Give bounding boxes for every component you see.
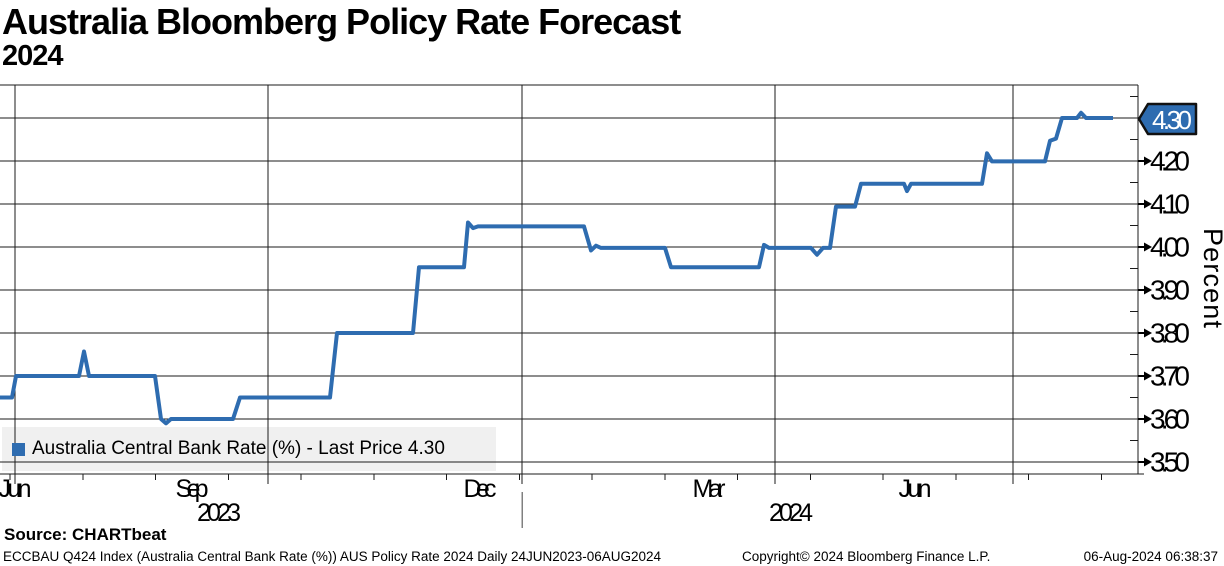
y-tick-arrowhead-icon — [1144, 371, 1152, 381]
y-tick-arrowhead-icon — [1144, 156, 1152, 166]
footnote-timestamp: 06-Aug-2024 06:38:37 — [1083, 549, 1218, 564]
y-axis-tick-label: 4.00 — [1150, 232, 1190, 263]
last-price-tag — [1137, 102, 1198, 136]
x-axis-month-label: Mar — [693, 475, 726, 503]
x-axis-month-label: Sep — [176, 475, 209, 503]
x-axis-year-label: 2024 — [769, 499, 813, 527]
y-tick-arrowhead-icon — [1144, 457, 1152, 467]
legend-label: Australia Central Bank Rate (%) - Last P… — [32, 438, 445, 459]
y-axis-tick-label: 4.10 — [1150, 189, 1190, 220]
last-price-tag-label: 4.30 — [1152, 105, 1192, 135]
source-line: Source: CHARTbeat — [4, 525, 167, 544]
y-axis-tick-label: 3.70 — [1150, 361, 1190, 392]
footnote-copyright: Copyright© 2024 Bloomberg Finance L.P. — [742, 549, 991, 564]
x-axis-month-label: Dec — [464, 475, 497, 503]
y-tick-arrowhead-icon — [1144, 242, 1152, 252]
y-tick-arrowhead-icon — [1144, 199, 1152, 209]
y-tick-arrowhead-icon — [1144, 285, 1152, 295]
y-axis-tick-label: 4.20 — [1150, 146, 1190, 177]
chart-subtitle: 2024 — [2, 40, 64, 72]
y-axis-tick-label: 3.60 — [1150, 404, 1190, 435]
y-axis-tick-label: 3.50 — [1150, 447, 1190, 478]
y-tick-arrowhead-icon — [1144, 328, 1152, 338]
rate-line — [0, 110, 1113, 426]
legend-background — [2, 427, 496, 471]
y-axis-tick-label: 3.80 — [1150, 318, 1190, 349]
x-axis-month-label: Jun — [0, 475, 32, 503]
legend-marker-icon — [12, 442, 25, 456]
x-axis-month-label: Jun — [899, 475, 932, 503]
chart-title: Australia Bloomberg Policy Rate Forecast — [2, 1, 681, 42]
footnote-index-description: ECCBAU Q424 Index (Australia Central Ban… — [3, 549, 662, 564]
x-axis-year-label: 2023 — [197, 499, 241, 527]
y-tick-arrowhead-icon — [1144, 414, 1152, 424]
percent-axis-label: Percent — [1198, 228, 1224, 328]
y-axis-tick-label: 3.90 — [1150, 275, 1190, 306]
chart-legend: Australia Central Bank Rate (%) - Last P… — [2, 427, 496, 471]
